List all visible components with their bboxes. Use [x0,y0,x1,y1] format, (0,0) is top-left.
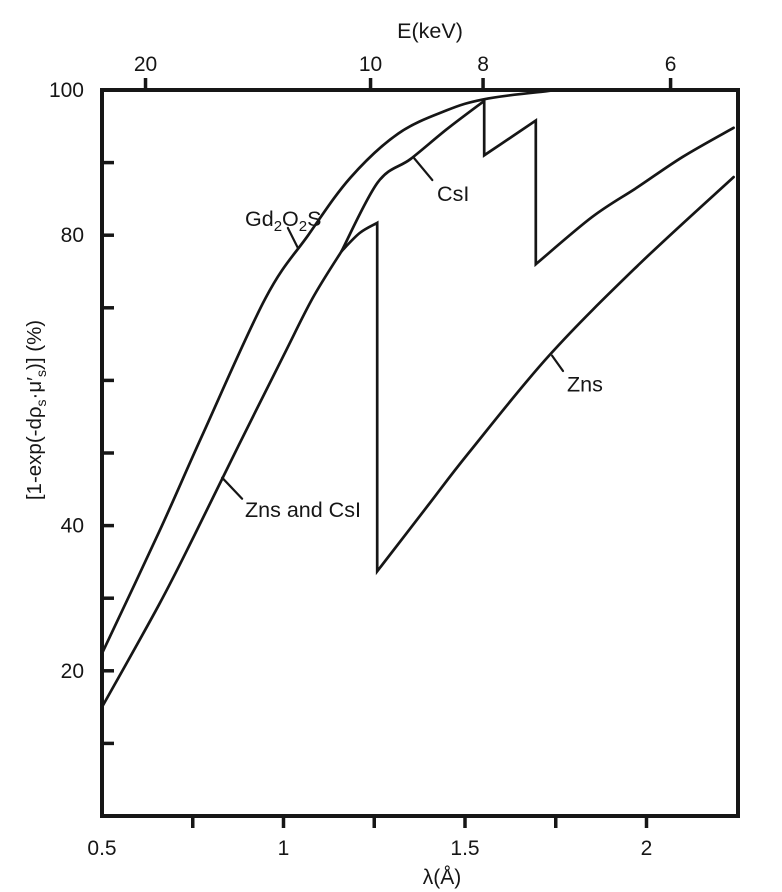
top-axis-tick-label: 8 [477,53,489,76]
leader-line-gd2o2s [286,226,300,250]
curve-zns-csi-common [100,249,343,709]
leader-line-csi [413,157,434,182]
bottom-axis-tick-label: 2 [641,837,653,860]
curve-label-csi: CsI [437,182,469,206]
label-part: O [282,207,299,231]
label-part: [1-exp(-dρ [23,406,46,500]
bottom-axis-tick-label: 1 [278,837,290,860]
top-axis-tick-label: 20 [134,53,157,76]
curve-label-zns-and-csi: Zns and CsI [245,498,361,522]
bottom-axis-tick-label: 1.5 [450,837,479,860]
curve-zns [340,175,735,576]
left-axis-ticks: 100 80 40 20 [49,79,114,746]
label-part: s [33,399,49,406]
data-curves [100,88,735,709]
leader-line-zns-and-csi [221,476,244,500]
top-axis-ticks: 20 10 8 6 [134,53,677,92]
label-part: S [307,207,321,231]
y-axis-title: [1-exp(-dρs·μ′s)] (%) [23,320,49,500]
label-part: )] (%) [23,320,46,370]
label-part: 2 [274,218,282,235]
left-axis-tick-label: 20 [61,660,84,683]
bottom-axis-ticks: 0.5 1 1.5 2 [87,816,652,860]
label-part: Gd [245,207,274,231]
curve-label-zns: Zns [567,372,603,396]
label-part: s [33,370,49,377]
curve-label-gd2o2s: Gd2O2S [245,207,321,235]
top-axis-title: E(keV) [397,19,463,43]
leader-line-zns [551,354,565,373]
left-axis-tick-label: 40 [61,515,84,538]
top-axis-tick-label: 6 [665,53,677,76]
label-part: 2 [299,218,307,235]
curve-gd2o2s [100,88,735,655]
left-axis-tick-label: 100 [49,79,84,102]
curve-csi [340,98,735,268]
bottom-axis-tick-label: 0.5 [87,837,116,860]
label-part: ·μ′ [23,377,46,400]
x-axis-title: λ(Å) [423,866,462,889]
left-axis-tick-label: 80 [61,224,84,247]
top-axis-tick-label: 10 [359,53,382,76]
plot-border [100,88,740,818]
